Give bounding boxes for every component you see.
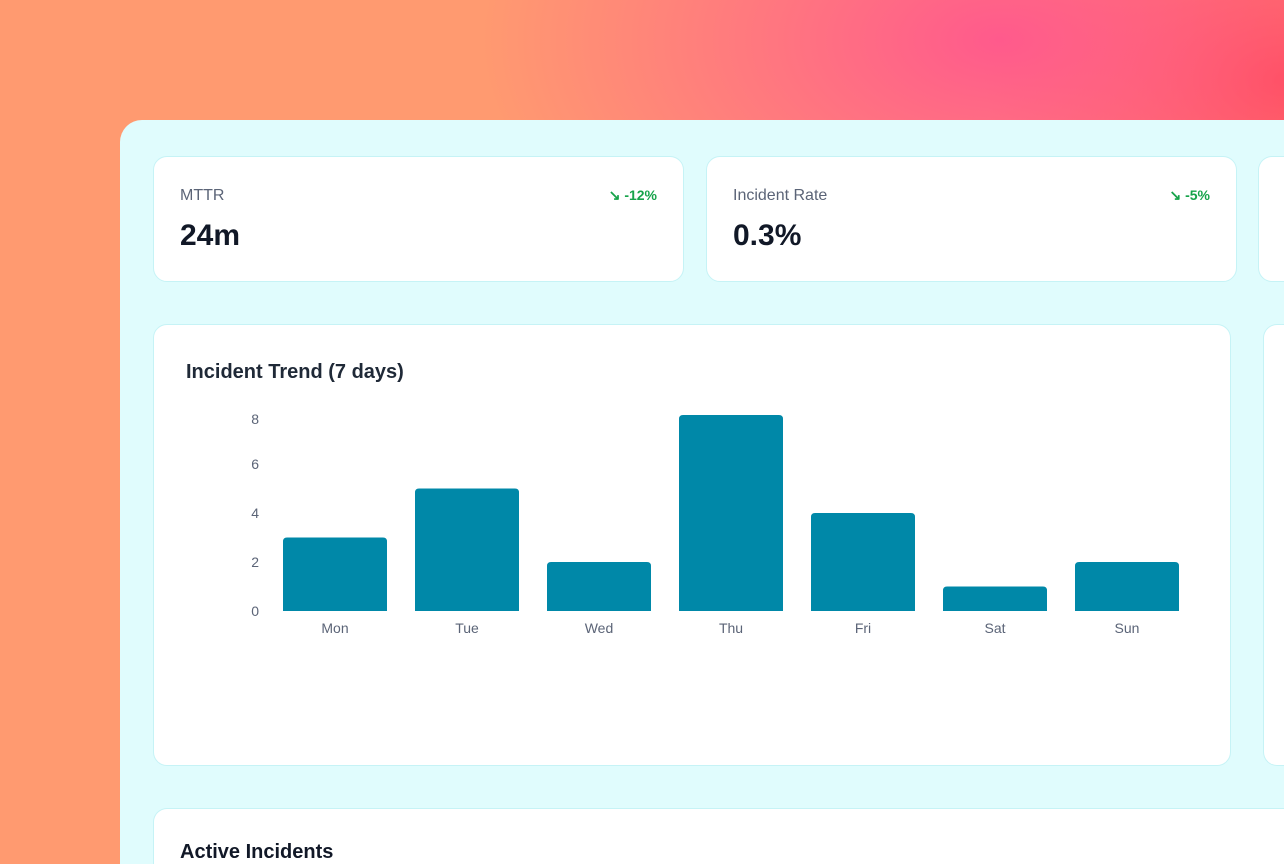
x-tick-label: Mon <box>321 620 348 636</box>
kpi-value: 24m <box>180 219 241 252</box>
bar-wed <box>547 562 651 611</box>
bar-tue <box>415 488 519 611</box>
y-tick-label: 8 <box>251 411 259 427</box>
y-tick-label: 0 <box>251 603 259 619</box>
x-tick-label: Sat <box>984 620 1005 636</box>
trending-down-icon: ↘ <box>608 187 625 203</box>
incident-trend-chart: 0 2 4 6 8 Mon Tue Wed Thu Fri Sat Sun <box>251 411 1179 636</box>
x-tick-label: Sun <box>1115 620 1140 636</box>
y-tick-label: 6 <box>251 456 259 472</box>
chart-title: Incident Trend (7 days) <box>186 361 404 383</box>
y-tick-label: 2 <box>251 554 259 570</box>
kpi-delta-value: -12% <box>624 187 657 203</box>
kpi-label: MTTR <box>180 187 225 204</box>
bar-mon <box>283 537 387 611</box>
bar-sat <box>943 586 1047 611</box>
side-card-partial <box>1263 324 1284 766</box>
kpi-card-partial <box>1258 156 1284 282</box>
x-tick-label: Wed <box>585 620 614 636</box>
bar-thu <box>679 415 783 611</box>
trending-down-icon: ↘ <box>1169 187 1186 203</box>
kpi-label: Incident Rate <box>733 187 828 204</box>
x-tick-label: Fri <box>855 620 871 636</box>
bar-sun <box>1075 562 1179 611</box>
kpi-card-mttr: MTTR 24m ↘ -12% <box>153 156 684 282</box>
x-tick-label: Tue <box>455 620 479 636</box>
incident-trend-card: Incident Trend (7 days) 0 2 4 6 8 Mon Tue Wed Th… <box>153 324 1231 766</box>
section-title: Active Incidents <box>180 841 334 863</box>
bar-fri <box>811 513 915 611</box>
kpi-value: 0.3% <box>733 219 802 252</box>
kpi-delta: ↘ -12% <box>609 187 657 204</box>
kpi-delta-value: -5% <box>1185 187 1210 203</box>
y-tick-label: 4 <box>251 505 259 521</box>
dashboard-panel: MTTR 24m ↘ -12% Incident Rate 0.3% ↘ -5%… <box>120 120 1284 864</box>
x-tick-label: Thu <box>719 620 743 636</box>
kpi-card-incident-rate: Incident Rate 0.3% ↘ -5% <box>706 156 1237 282</box>
active-incidents-card: Active Incidents <box>153 808 1284 864</box>
kpi-delta: ↘ -5% <box>1169 187 1210 204</box>
